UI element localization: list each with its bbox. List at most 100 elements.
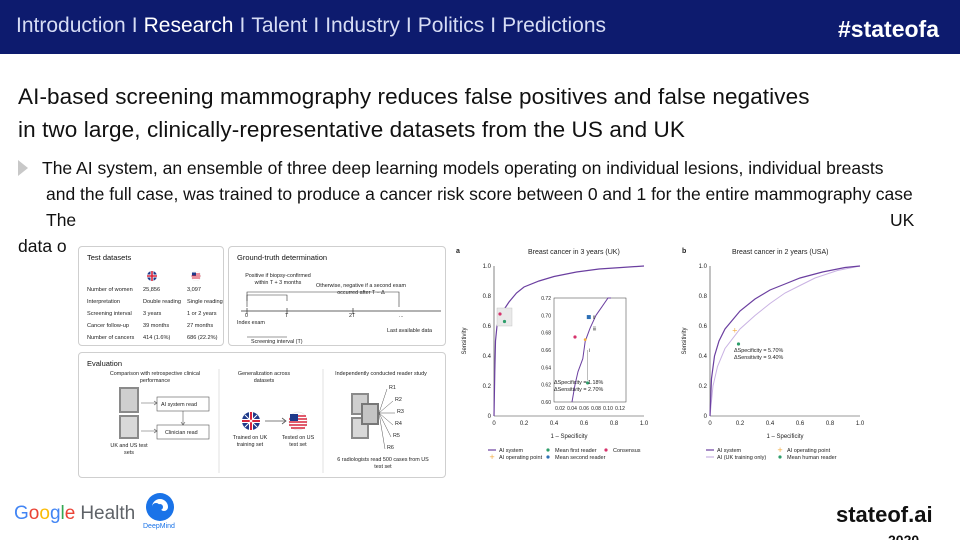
- inset-y-tick: 0.60: [541, 400, 551, 406]
- year-label: 2020: [888, 532, 920, 540]
- chart-a-title: Breast cancer in 3 years (UK): [528, 249, 620, 256]
- clinician-read-box: Clinician read: [165, 430, 198, 436]
- logo-health: Health: [80, 503, 136, 524]
- legend-label: Mean first reader: [555, 448, 597, 454]
- legend-label: AI operating point: [499, 455, 543, 461]
- uk-us-test-label: UK and US test sets: [110, 443, 148, 456]
- uk-flag-icon: [147, 271, 157, 281]
- legend-swatch: [604, 448, 608, 452]
- site-name: stateof.ai: [836, 502, 933, 527]
- x-tick-label: 0.8: [826, 421, 835, 427]
- legend-label: AI system: [499, 448, 524, 454]
- x-tick-label: 0: [708, 421, 712, 427]
- legend-label: AI operating point: [787, 448, 831, 454]
- title-line-2: in two large, clinically-representative …: [18, 117, 685, 142]
- test-datasets-title: Test datasets: [87, 253, 132, 262]
- gt-negative: Otherwise, negative if a second exam occ…: [316, 283, 406, 296]
- dataset-cell-label: Cancer follow-up: [87, 323, 129, 329]
- mammography-figure: Test datasets Number of women 25,856 3,097…: [76, 240, 960, 480]
- x-tick-label: 0.2: [520, 421, 529, 427]
- inset-x-tick: 0.12: [615, 406, 625, 412]
- y-tick-label: 0: [704, 414, 708, 420]
- tick-t: T: [285, 313, 289, 319]
- inset-y-tick: 0.62: [541, 383, 551, 389]
- reader-label: R4: [395, 421, 402, 427]
- tested-label: Tested on US test set: [281, 435, 315, 448]
- reader-label: R5: [393, 433, 400, 439]
- nav-separator: I: [239, 14, 246, 37]
- uk-flag-icon: [242, 412, 260, 430]
- y-tick-label: 0.8: [699, 294, 708, 300]
- mean-second-reader-marker: [586, 315, 591, 320]
- dataset-cell-uk: 3 years: [143, 311, 162, 317]
- ai-read-box: AI system read: [161, 402, 197, 408]
- y-tick-label: 0.6: [483, 324, 492, 330]
- ai-operating-point-marker: +: [732, 327, 738, 335]
- legend-swatch: +: [489, 453, 495, 461]
- inset-marker-label: ii: [593, 315, 595, 321]
- x-tick-label: 0.6: [796, 421, 805, 427]
- legend-label: Consensus: [613, 448, 641, 454]
- nav-item-introduction[interactable]: Introduction: [16, 14, 126, 37]
- nav-item-research[interactable]: Research: [143, 14, 234, 37]
- inset-marker-label: iii: [593, 326, 596, 332]
- reader-label: R1: [389, 385, 396, 391]
- inset-roc-line: [571, 297, 611, 403]
- top-nav-bar: Introduction I Research I Talent I Industry I Po…: [0, 0, 960, 54]
- legend-label: AI (UK training only): [717, 455, 766, 461]
- legend-swatch: +: [777, 446, 783, 454]
- ground-truth-title: Ground-truth determination: [237, 253, 328, 262]
- body-p2b-start: data o: [18, 236, 67, 256]
- legend-swatch: [778, 455, 782, 459]
- chart-a-delta-spec: ΔSpecificity = 1.18%: [554, 380, 604, 386]
- eval-col1-title: Comparison with retrospective clinical p…: [109, 371, 201, 384]
- inset-y-tick: 0.68: [541, 331, 551, 337]
- nav-item-politics[interactable]: Politics: [417, 14, 485, 37]
- logo-letter: g: [49, 503, 61, 524]
- legend-label: Mean human reader: [787, 455, 837, 461]
- evaluation-diagram: [119, 369, 395, 473]
- reader-label: R3: [397, 409, 404, 415]
- chart-b-delta-spec: ΔSpecificity = 5.70%: [734, 348, 784, 354]
- logo-letter: o: [28, 503, 40, 524]
- screening-interval-label: Screening interval (T): [251, 339, 303, 345]
- evaluation-title: Evaluation: [87, 359, 123, 368]
- ai-system-roc-line: [709, 265, 861, 417]
- body-p1b: and the full case, was trained to produc…: [46, 184, 913, 204]
- chart-b-plot: 00 0.2 0.2 0.4 0.4 0.6 0.6 0.8 0.8 1.0 1.0 1 – Spec…: [682, 264, 865, 461]
- tick-0: 0: [245, 313, 248, 319]
- nav-item-predictions[interactable]: Predictions: [502, 14, 607, 37]
- y-tick-label: 0.2: [483, 384, 492, 390]
- dataset-cell-us: Single reading: [187, 299, 223, 305]
- nav-item-talent[interactable]: Talent: [251, 14, 308, 37]
- nav-item-industry[interactable]: Industry: [325, 14, 400, 37]
- reader-label: R6: [387, 445, 394, 451]
- logo-letter: o: [39, 503, 50, 524]
- y-tick-label: 0.4: [699, 354, 708, 360]
- reader-note: 6 radiologists read 500 cases from US te…: [337, 457, 429, 470]
- legend-swatch: [546, 448, 550, 452]
- x-tick-label: 0.4: [766, 421, 775, 427]
- chart-a-plot: 00 0.2 0.2 0.4 0.4 0.6 0.6 0.8 0.8 1.0 1.0 1 – Spec…: [462, 264, 649, 461]
- dataset-cell-us: 686 (22.2%): [187, 335, 218, 341]
- dataset-cell-uk: 25,856: [143, 287, 161, 293]
- ai-operating-point-marker: [583, 338, 587, 341]
- nav-separator: I: [131, 14, 138, 37]
- dataset-cell-us: 27 months: [187, 323, 214, 329]
- section-nav: Introduction I Research I Talent I Industry I Po…: [16, 14, 606, 38]
- dataset-cell-us: 3,097: [187, 287, 201, 293]
- inset-x-tick: 0.06: [579, 406, 589, 412]
- x-tick-label: 0.2: [736, 421, 745, 427]
- ai-uk-only-roc-line: [709, 265, 861, 417]
- inset-marker-label: i: [589, 348, 590, 354]
- google-health-logo: Google Health: [14, 503, 135, 525]
- deepmind-label: DeepMind: [143, 523, 175, 530]
- chart-a-letter: a: [456, 248, 460, 255]
- inset-x-tick: 0.04: [567, 406, 577, 412]
- chart-b-letter: b: [682, 248, 687, 255]
- body-p1a: The AI system, an ensemble of three deep…: [42, 158, 884, 178]
- y-tick-label: 1.0: [699, 264, 708, 270]
- dataset-cell-label: Number of cancers: [87, 335, 135, 341]
- body-text: The AI system, an ensemble of three deep…: [18, 155, 948, 259]
- y-axis-label: Sensitivity: [682, 327, 688, 354]
